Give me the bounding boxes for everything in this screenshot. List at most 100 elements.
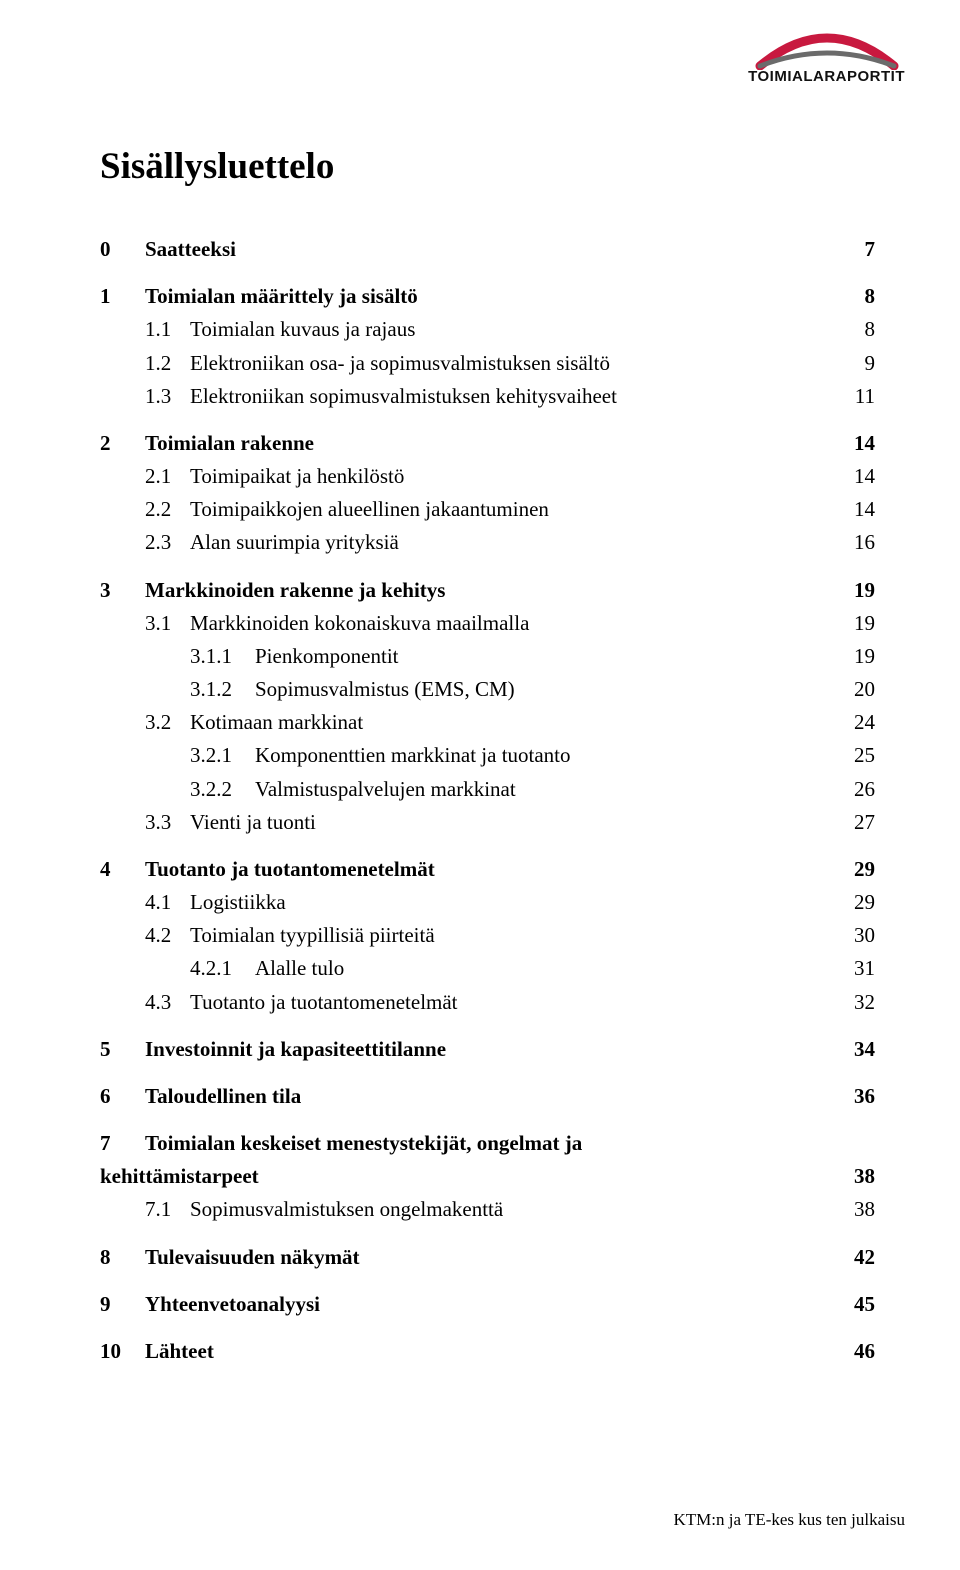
toc-page-number: 30 [840,919,875,952]
toc-entry: 2.3Alan suurimpia yrityksiä 16 [100,526,875,559]
toc-entry: 4.2.1Alalle tulo31 [100,952,875,985]
toc-entry-number: 4.2 [145,919,190,952]
toc-content: Sisällysluettelo 0Saatteeksi71Toimialan … [100,145,875,1368]
toc-entry: 1.1Toimialan kuvaus ja rajaus8 [100,313,875,346]
toc-page-number: 19 [840,574,875,607]
toc-entry-number: 3.2.2 [190,773,255,806]
toc-entry-text: Lähteet [145,1335,214,1368]
toc-entry-text: Pienkomponentit [255,640,399,673]
toc-entry: 3.2.1Komponenttien markkinat ja tuotanto… [100,739,875,772]
toc-entry-number: 3.1.2 [190,673,255,706]
section-gap [100,413,875,427]
toc-entry-text: Valmistuspalvelujen markkinat [255,773,516,806]
logo-text: TOIMIALARAPORTIT [748,68,905,85]
toc-entry-number: 4 [100,853,145,886]
toc-entry-number: 3.2.1 [190,739,255,772]
toc-entry-text: Toimialan rakenne [145,427,314,460]
toc-page-number: 31 [840,952,875,985]
toc-page-number: 29 [840,853,875,886]
toc-entry-text: Tuotanto ja tuotantomenetelmät [145,853,435,886]
toc-entry-number: 0 [100,233,145,266]
toc-entry-text: Vienti ja tuonti [190,806,316,839]
toc-entry-number: 3.2 [145,706,190,739]
toc-entry-text: Tulevaisuuden näkymät [145,1241,360,1274]
toc-entry: 6Taloudellinen tila36 [100,1080,875,1113]
toc-page-number: 7 [840,233,875,266]
toc-page-number: 46 [840,1335,875,1368]
toc-entry: 4.1Logistiikka29 [100,886,875,919]
toc-entry-text: Markkinoiden kokonaiskuva maailmalla [190,607,529,640]
toc-page-number: 16 [840,526,875,559]
toc-entry: 3.1.2Sopimusvalmistus (EMS, CM)20 [100,673,875,706]
toc-entry: 3.1.1Pienkomponentit19 [100,640,875,673]
toc-entry-text: Saatteeksi [145,233,236,266]
section-gap [100,560,875,574]
section-gap [100,266,875,280]
toc-entry-number: 3 [100,574,145,607]
toc-entry: 3.2Kotimaan markkinat 24 [100,706,875,739]
toc-entry: 3.1Markkinoiden kokonaiskuva maailmalla 1… [100,607,875,640]
toc-entry-number: 2.2 [145,493,190,526]
toc-entry-number: 8 [100,1241,145,1274]
toc-entry: 4.2Toimialan tyypillisiä piirteitä 30 [100,919,875,952]
section-gap [100,1066,875,1080]
toc-entry-text: Toimipaikat ja henkilöstö [190,460,404,493]
toc-entry: 2.2Toimipaikkojen alueellinen jakaantumi… [100,493,875,526]
toc-page-number: 20 [840,673,875,706]
toc-page-number: 32 [840,986,875,1019]
toc-page-number: 14 [840,493,875,526]
page-footer: KTM:n ja TE-kes kus ten julkaisu [673,1510,905,1530]
toc-entry: 3.3Vienti ja tuonti27 [100,806,875,839]
toc-entry-text: kehittämistarpeet [100,1160,259,1193]
toc-entry-number: 2 [100,427,145,460]
toc-entry: 0Saatteeksi 7 [100,233,875,266]
toc-entry-text: Toimialan määrittely ja sisältö [145,280,418,313]
toc-entry-text: Alan suurimpia yrityksiä [190,526,399,559]
toc-page-number: 27 [840,806,875,839]
toc-page-number: 26 [840,773,875,806]
toc-entry-number: 3.1 [145,607,190,640]
toc-list: 0Saatteeksi 7 1Toimialan määrittely ja sis… [100,233,875,1368]
toc-entry-text: Toimipaikkojen alueellinen jakaantuminen [190,493,549,526]
toc-entry-text: Tuotanto ja tuotantomenetelmät [190,986,458,1019]
toc-entry-text: Markkinoiden rakenne ja kehitys [145,574,445,607]
toc-page-number: 42 [840,1241,875,1274]
toc-entry-text: Alalle tulo [255,952,344,985]
toc-entry-text: Komponenttien markkinat ja tuotanto [255,739,571,772]
section-gap [100,1113,875,1127]
toc-entry-number: 3.1.1 [190,640,255,673]
toc-entry-text: Toimialan tyypillisiä piirteitä [190,919,435,952]
toc-page-number: 19 [840,607,875,640]
toc-entry: 1Toimialan määrittely ja sisältö 8 [100,280,875,313]
toc-entry: 7.1Sopimusvalmistuksen ongelmakenttä38 [100,1193,875,1226]
toc-entry-number: 2.1 [145,460,190,493]
toc-page-number: 29 [840,886,875,919]
toc-page-number: 8 [840,280,875,313]
toc-entry-number: 1 [100,280,145,313]
toc-entry-number: 2.3 [145,526,190,559]
toc-entry: 9Yhteenvetoanalyysi45 [100,1288,875,1321]
toc-entry-number: 4.1 [145,886,190,919]
toc-entry-text: Investoinnit ja kapasiteettitilanne [145,1033,446,1066]
toc-entry-text: Yhteenvetoanalyysi [145,1288,320,1321]
page-title: Sisällysluettelo [100,145,875,188]
toc-entry-number: 1.3 [145,380,190,413]
toc-entry: 10Lähteet46 [100,1335,875,1368]
section-gap [100,839,875,853]
toc-entry: 2Toimialan rakenne14 [100,427,875,460]
toc-page-number: 24 [840,706,875,739]
toc-page-number: 36 [840,1080,875,1113]
toc-entry: 8Tulevaisuuden näkymät 42 [100,1241,875,1274]
toc-entry-text: Kotimaan markkinat [190,706,363,739]
section-gap [100,1321,875,1335]
toc-page-number: 38 [840,1160,875,1193]
toc-entry: 2.1Toimipaikat ja henkilöstö14 [100,460,875,493]
toc-entry-text: Toimialan keskeiset menestystekijät, ong… [145,1127,582,1160]
toc-entry-number: 9 [100,1288,145,1321]
section-gap [100,1019,875,1033]
toc-entry-text: Sopimusvalmistuksen ongelmakenttä [190,1193,503,1226]
toc-entry: 3.2.2Valmistuspalvelujen markkinat 26 [100,773,875,806]
toc-entry: 1.3Elektroniikan sopimusvalmistuksen keh… [100,380,875,413]
toc-entry-number: 7.1 [145,1193,190,1226]
toc-entry-number: 4.3 [145,986,190,1019]
